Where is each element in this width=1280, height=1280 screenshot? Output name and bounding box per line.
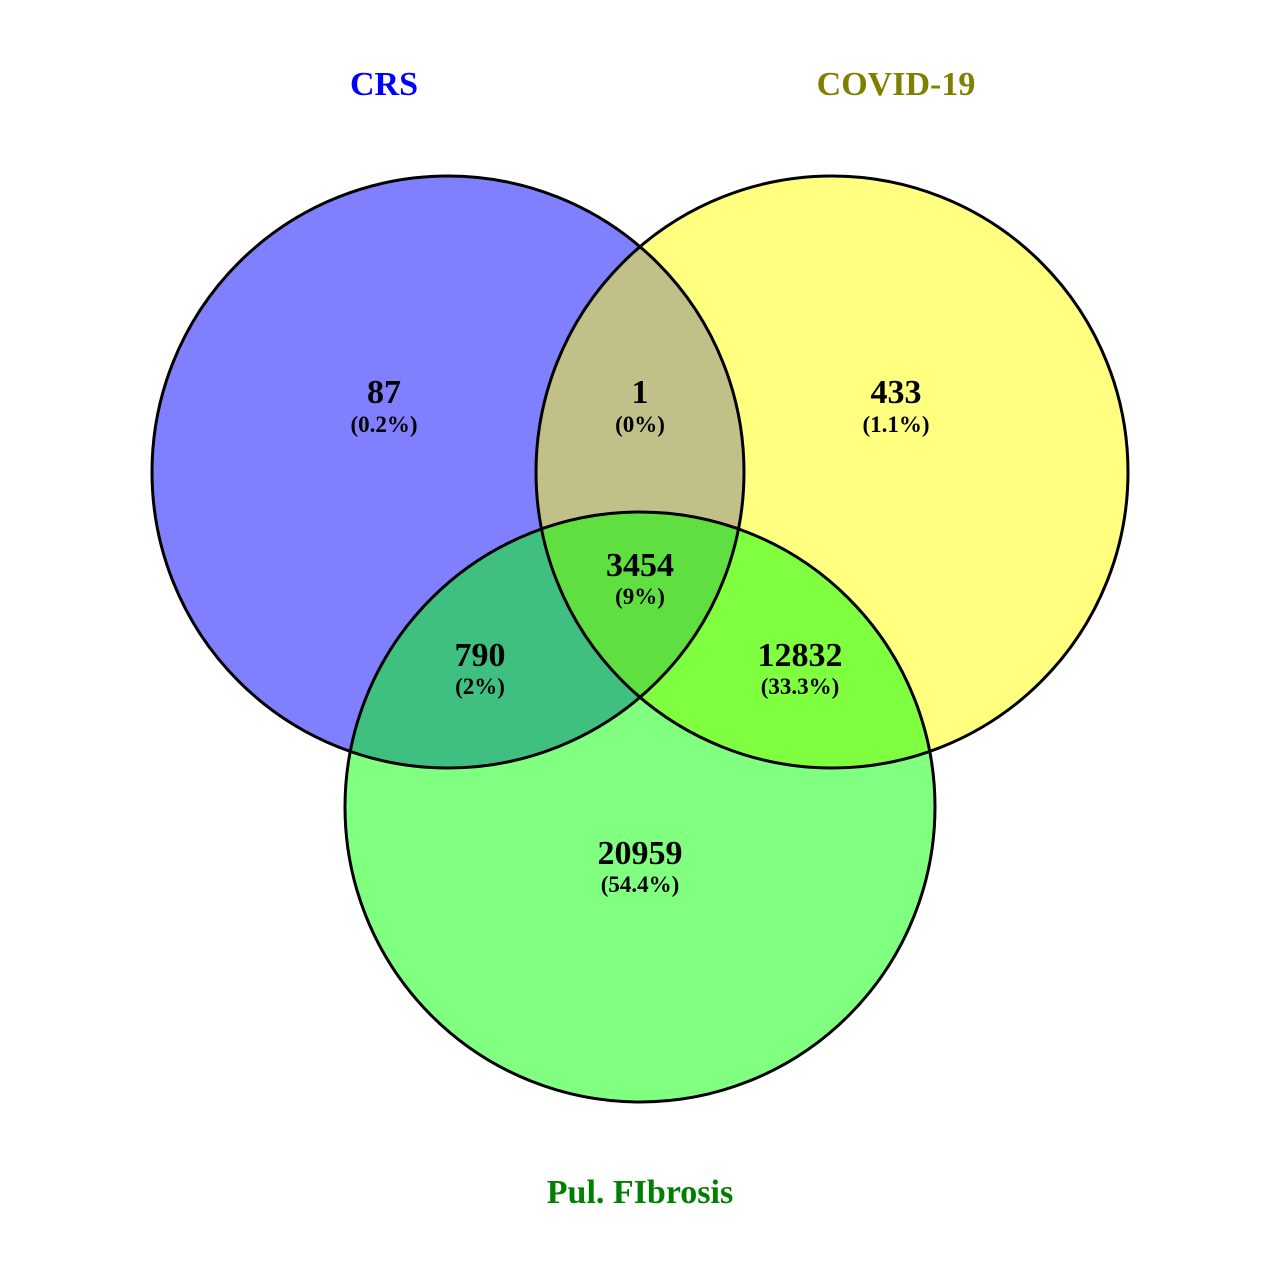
region-crs-pf [345, 512, 744, 768]
count-covid-only: 433 [871, 374, 922, 411]
count-crs-only: 87 [367, 374, 401, 411]
percent-crs-pf: (2%) [455, 674, 505, 699]
outline-covid [534, 174, 1130, 770]
percent-pf-only: (54.4%) [601, 872, 680, 897]
outline-pulmonary-fibrosis [343, 510, 937, 1104]
percent-crs-covid: (0%) [615, 412, 665, 437]
set-title-crs: CRS [350, 66, 418, 103]
set-title-covid: COVID-19 [817, 66, 976, 103]
count-crs-pf: 790 [455, 637, 506, 674]
set-title-pulmonary-fibrosis: Pul. FIbrosis [547, 1174, 733, 1211]
count-pf-only: 20959 [598, 835, 683, 872]
count-all-three: 3454 [606, 547, 674, 584]
count-crs-covid: 1 [632, 374, 649, 411]
percent-covid-only: (1.1%) [862, 412, 929, 437]
region-covid-pf [536, 512, 935, 768]
percent-covid-pf: (33.3%) [761, 674, 840, 699]
outline-crs [150, 174, 746, 770]
count-covid-pf: 12832 [758, 637, 843, 674]
percent-crs-only: (0.2%) [350, 412, 417, 437]
percent-all-three: (9%) [615, 584, 665, 609]
